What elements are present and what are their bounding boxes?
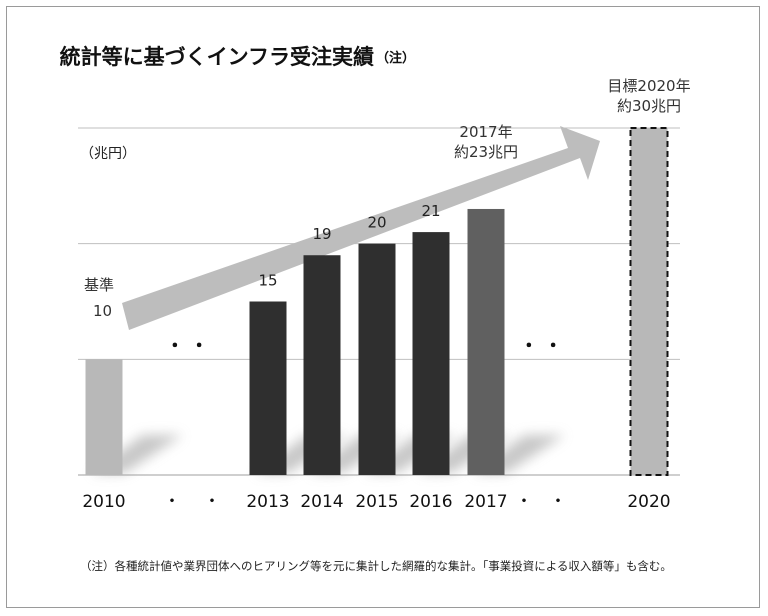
chart-title: 統計等に基づくインフラ受注実績 [60,45,374,69]
annotation-2017-year: 2017年 [459,123,512,141]
bar-2015 [358,243,396,475]
x-tick-label: 2016 [409,492,452,512]
base-value-label: 10 [93,302,112,320]
x-tick-label: ・ [204,492,221,512]
bar-2020 [629,127,669,476]
bar-2014 [303,255,341,475]
data-labels: 15 19 20 21 [258,202,440,289]
data-label-2013: 15 [258,272,277,290]
annotation-target-value: 約30兆円 [617,97,681,115]
data-label-2015: 20 [367,214,386,232]
bars [85,127,669,476]
x-tick-label: 2010 [82,492,125,512]
bar-2010 [85,359,123,475]
x-tick-label: 2020 [627,492,670,512]
gap-dots-left: ・ ・ [166,336,208,357]
y-axis-unit-label: （兆円） [80,146,136,162]
bar-2013 [249,301,287,475]
data-label-2014: 19 [312,225,331,243]
x-tick-label: 2015 [355,492,398,512]
x-tick-label: ・ [550,492,567,512]
gap-dots: ・ ・ ・ ・ [166,336,562,357]
chart-title-note: （注） [376,50,415,66]
x-tick-label: 2017 [464,492,507,512]
x-tick-label: ・ [164,492,181,512]
x-tick-label: ・ [516,492,533,512]
bar-2016 [412,232,450,475]
trend-arrow [122,126,600,330]
base-label: 基準 [84,276,114,294]
annotation-2017-value: 約23兆円 [454,143,518,161]
footnote: （注）各種統計値や業界団体へのヒアリング等を元に集計した網羅的な集計。「事業投資… [80,559,672,573]
gap-dots-right: ・ ・ [520,336,562,357]
annotation-target-year: 目標2020年 [607,77,690,95]
x-axis-ticks: 2010 ・・ 2013 2014 2015 2016 2017 ・・ 2020 [82,492,670,512]
x-tick-label: 2013 [246,492,289,512]
bar-2017 [467,208,505,475]
data-label-2016: 21 [421,202,440,220]
x-tick-label: 2014 [300,492,343,512]
